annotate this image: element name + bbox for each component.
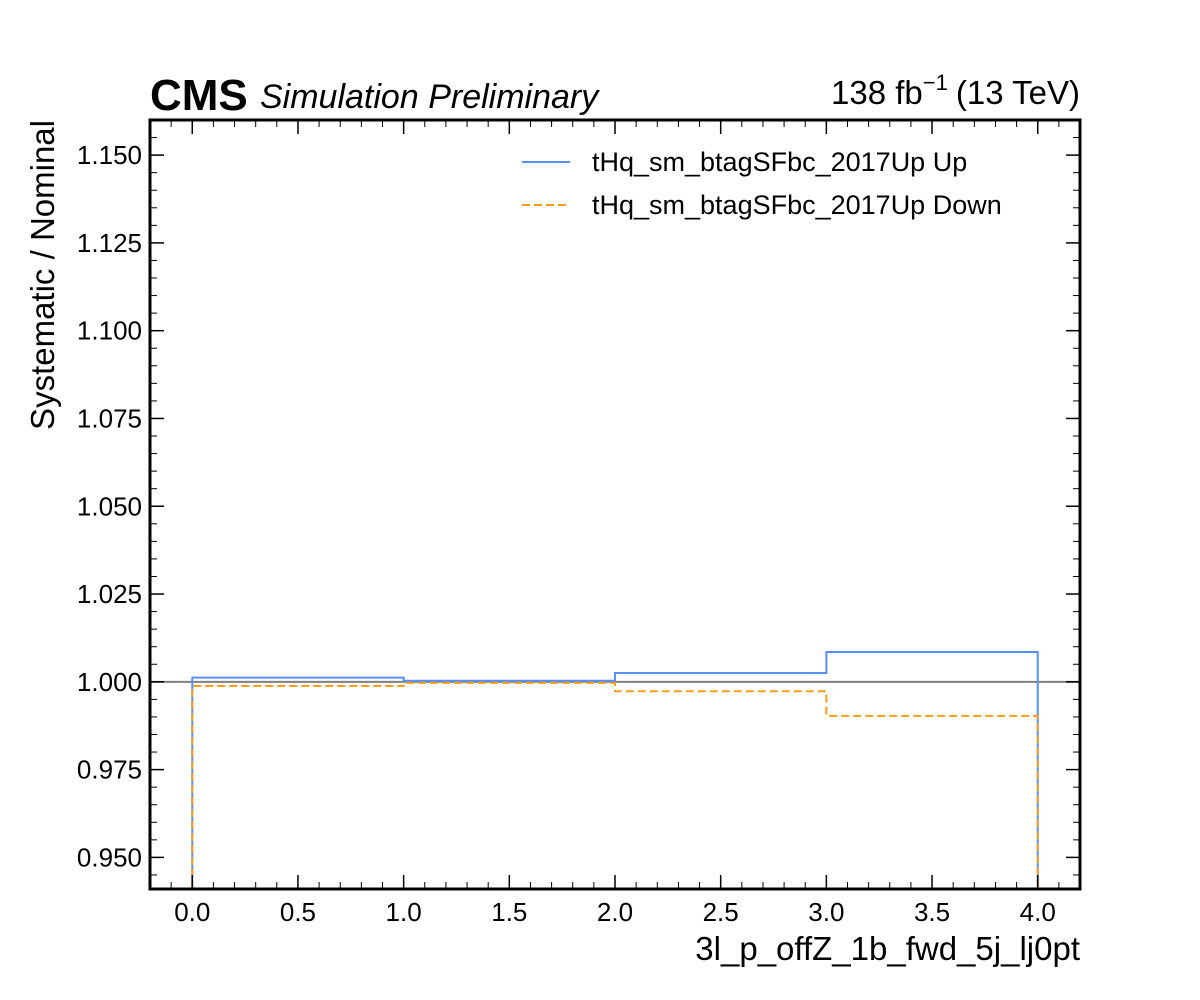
legend: tHq_sm_btagSFbc_2017Up Up tHq_sm_btagSFbc…: [522, 147, 1002, 220]
x-tick-label: 0.0: [174, 897, 210, 927]
x-tick-label: 1.0: [386, 897, 422, 927]
y-tick-label: 1.100: [77, 316, 142, 346]
x-axis-title: 3l_p_offZ_1b_fwd_5j_lj0pt: [695, 930, 1080, 967]
y-tick-label: 0.975: [77, 755, 142, 785]
plot-frame: [148, 118, 1082, 891]
lumi-exponent: −1: [923, 70, 948, 95]
x-tick-label: 3.0: [808, 897, 844, 927]
ticks-layer: 0.0 0.5 1.0 1.5 2.0 2.5 3.0 3.5 4.0 0.950 0.975 1.0…: [77, 119, 1080, 927]
legend-label-down: tHq_sm_btagSFbc_2017Up Down: [592, 190, 1002, 220]
lumi-value: 138 fb: [831, 74, 923, 111]
legend-label-up: tHq_sm_btagSFbc_2017Up Up: [592, 147, 967, 177]
x-tick-label: 3.5: [914, 897, 950, 927]
simulation-label: Simulation Preliminary: [260, 78, 600, 116]
x-tick-label: 4.0: [1020, 897, 1056, 927]
cms-label: CMS: [150, 71, 248, 120]
series-line-down: [191, 681, 1039, 889]
y-tick-label: 1.025: [77, 579, 142, 609]
energy-label: (13 TeV): [956, 74, 1080, 111]
y-tick-label: 1.050: [77, 491, 142, 521]
y-axis-title: Systematic / Nominal: [24, 120, 61, 430]
x-tick-label: 2.0: [597, 897, 633, 927]
x-tick-label: 0.5: [280, 897, 316, 927]
series-line-up: [191, 650, 1039, 889]
y-tick-label: 1.125: [77, 228, 142, 258]
luminosity-label: 138 fb−1 (13 TeV): [831, 70, 1080, 111]
y-tick-label: 0.950: [77, 842, 142, 872]
x-tick-label: 1.5: [491, 897, 527, 927]
y-tick-label: 1.075: [77, 403, 142, 433]
y-tick-label: 1.150: [77, 140, 142, 170]
series-layer: [191, 650, 1039, 889]
x-tick-label: 2.5: [703, 897, 739, 927]
y-tick-label: 1.000: [77, 667, 142, 697]
